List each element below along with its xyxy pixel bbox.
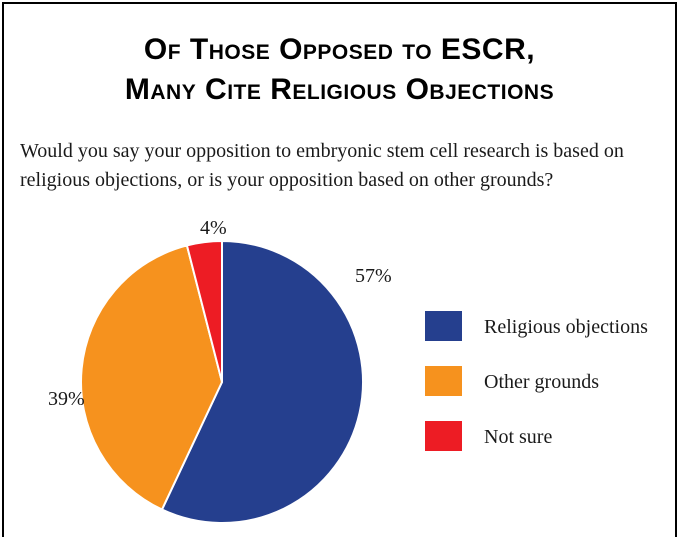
survey-question: Would you say your opposition to embryon…	[20, 137, 665, 195]
legend-swatch-other-grounds	[425, 366, 462, 396]
pie-slice-religious-objections	[160, 239, 364, 524]
pie-slice-other-grounds	[80, 244, 224, 511]
survey-question-line-2: religious objections, or is your opposit…	[20, 169, 554, 191]
survey-question-line-1: Would you say your opposition to embryon…	[20, 140, 624, 162]
chart-title-line-1: Of Those Opposed to ESCR,	[143, 33, 536, 66]
data-label-not-sure: 4%	[200, 217, 227, 239]
legend-label-other-grounds: Other grounds	[484, 371, 599, 393]
legend-label-religious-objections: Religious objections	[484, 316, 648, 338]
legend-swatch-religious-objections	[425, 311, 462, 341]
legend-label-not-sure: Not sure	[484, 426, 552, 448]
data-label-other-grounds: 39%	[48, 388, 85, 410]
chart-title-line-2: Many Cite Religious Objections	[124, 73, 555, 106]
pie-slice-not-sure	[185, 239, 223, 383]
chart-title: Of Those Opposed to ESCR, Many Cite Reli…	[0, 30, 679, 110]
legend-swatch-not-sure	[425, 421, 462, 451]
data-label-religious-objections: 57%	[355, 265, 392, 287]
